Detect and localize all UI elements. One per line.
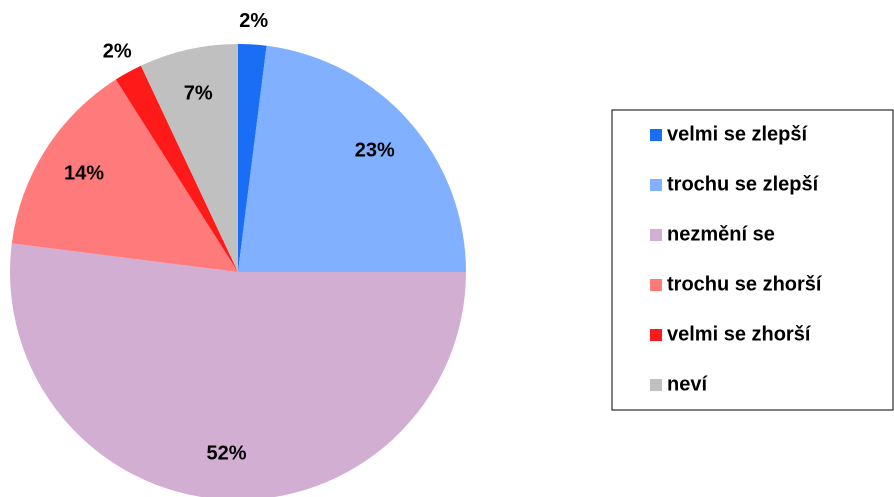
legend-label: trochu se zhorší [667,273,823,295]
legend-swatch [650,329,662,341]
legend-label: nezmění se [667,223,775,245]
value-label: 7% [184,82,213,104]
value-label: 23% [355,140,395,162]
pie-slice [115,65,238,272]
value-label: 14% [64,163,104,185]
legend-box [611,109,894,411]
legend-label: neví [667,373,708,395]
pie-slice [238,44,267,272]
legend-swatch [650,179,662,191]
legend-swatch [650,229,662,241]
pie-slice [10,243,466,497]
value-label: 52% [207,442,247,464]
legend-label: velmi se zlepší [667,123,809,145]
pie-slice [11,79,238,273]
legend-swatch [650,129,662,141]
value-label: 2% [103,41,132,63]
legend-label: velmi se zhorší [667,323,812,345]
legend-swatch [650,279,662,291]
pie-slice [140,44,238,272]
value-label: 2% [239,10,268,32]
pie-slice [238,45,466,272]
legend-label: trochu se zlepší [667,173,820,195]
legend-swatch [650,379,662,391]
